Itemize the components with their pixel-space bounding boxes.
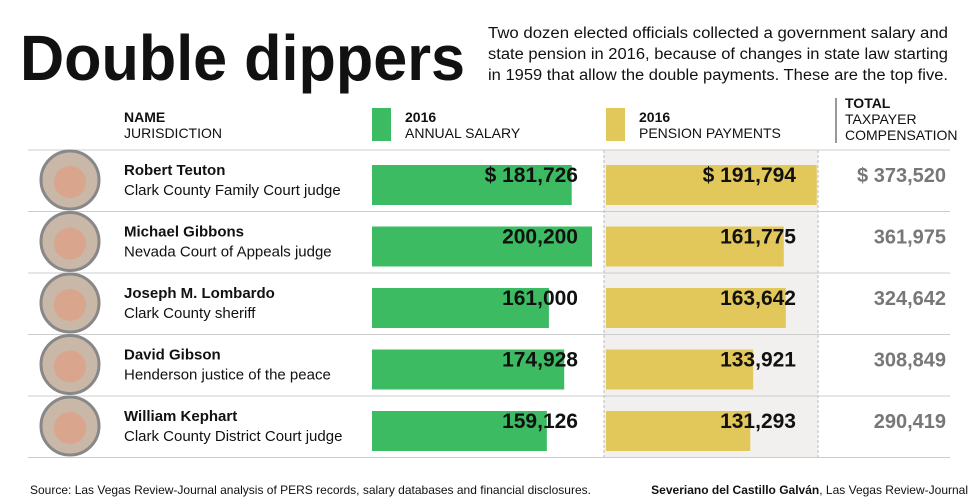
value-label: 159,126 bbox=[502, 410, 578, 433]
value-label: $ 181,726 bbox=[485, 164, 578, 187]
column-header: NAME bbox=[124, 109, 165, 125]
column-header: JURISDICTION bbox=[124, 125, 222, 141]
jurisdiction: Clark County Family Court judge bbox=[124, 182, 341, 199]
credit: Severiano del Castillo Galván, Las Vegas… bbox=[651, 483, 968, 497]
jurisdiction: Nevada Court of Appeals judge bbox=[124, 244, 332, 261]
credit-name: Severiano del Castillo Galván bbox=[651, 483, 819, 497]
value-label: 161,000 bbox=[502, 287, 578, 310]
subtitle-line: state pension in 2016, because of change… bbox=[488, 46, 948, 63]
legend-swatch bbox=[372, 108, 391, 141]
value-label: $ 191,794 bbox=[703, 164, 797, 187]
jurisdiction: Clark County District Court judge bbox=[124, 428, 342, 445]
name: Joseph M. Lombardo bbox=[124, 285, 275, 302]
name: William Kephart bbox=[124, 408, 237, 425]
value-label: 200,200 bbox=[502, 226, 578, 249]
bar bbox=[606, 288, 786, 328]
subtitle-line: in 1959 that allow the double payments. … bbox=[488, 67, 948, 84]
bar bbox=[606, 226, 784, 267]
value-label: 163,642 bbox=[720, 287, 796, 310]
value-label: 133,921 bbox=[720, 349, 796, 372]
bar bbox=[606, 349, 754, 390]
photo-face bbox=[54, 412, 86, 444]
column-header: ANNUAL SALARY bbox=[405, 125, 521, 141]
column-header: 2016 bbox=[639, 109, 670, 125]
total-label: 308,849 bbox=[874, 350, 946, 372]
column-header: 2016 bbox=[405, 109, 436, 125]
photo-face bbox=[54, 289, 86, 321]
jurisdiction: Clark County sheriff bbox=[124, 305, 256, 322]
column-header: TOTAL bbox=[845, 95, 891, 111]
source: Source: Las Vegas Review-Journal analysi… bbox=[30, 483, 591, 497]
column-header: COMPENSATION bbox=[845, 127, 958, 143]
name: David Gibson bbox=[124, 347, 221, 364]
total-label: $ 373,520 bbox=[857, 165, 946, 187]
jurisdiction: Henderson justice of the peace bbox=[124, 367, 331, 384]
name: Michael Gibbons bbox=[124, 224, 244, 241]
title: Double dippers bbox=[20, 22, 465, 94]
total-label: 290,419 bbox=[874, 411, 946, 433]
photo-face bbox=[54, 166, 86, 198]
bar bbox=[372, 165, 572, 205]
total-label: 361,975 bbox=[874, 227, 946, 249]
bar bbox=[372, 226, 592, 267]
value-label: 131,293 bbox=[720, 410, 796, 433]
bar bbox=[606, 165, 817, 205]
name: Robert Teuton bbox=[124, 162, 225, 179]
photo-face bbox=[54, 350, 86, 383]
photo-face bbox=[54, 227, 86, 260]
bar bbox=[372, 288, 549, 328]
total-label: 324,642 bbox=[874, 288, 946, 310]
bar bbox=[372, 349, 565, 390]
subtitle-line: Two dozen elected officials collected a … bbox=[488, 25, 948, 42]
bar bbox=[372, 411, 547, 451]
value-label: 161,775 bbox=[720, 226, 796, 249]
column-header: PENSION PAYMENTS bbox=[639, 125, 781, 141]
legend-swatch bbox=[606, 108, 625, 141]
column-header: TAXPAYER bbox=[845, 111, 917, 127]
credit-org: , Las Vegas Review-Journal bbox=[819, 483, 968, 497]
bar bbox=[606, 411, 751, 451]
value-label: 174,928 bbox=[502, 349, 578, 372]
